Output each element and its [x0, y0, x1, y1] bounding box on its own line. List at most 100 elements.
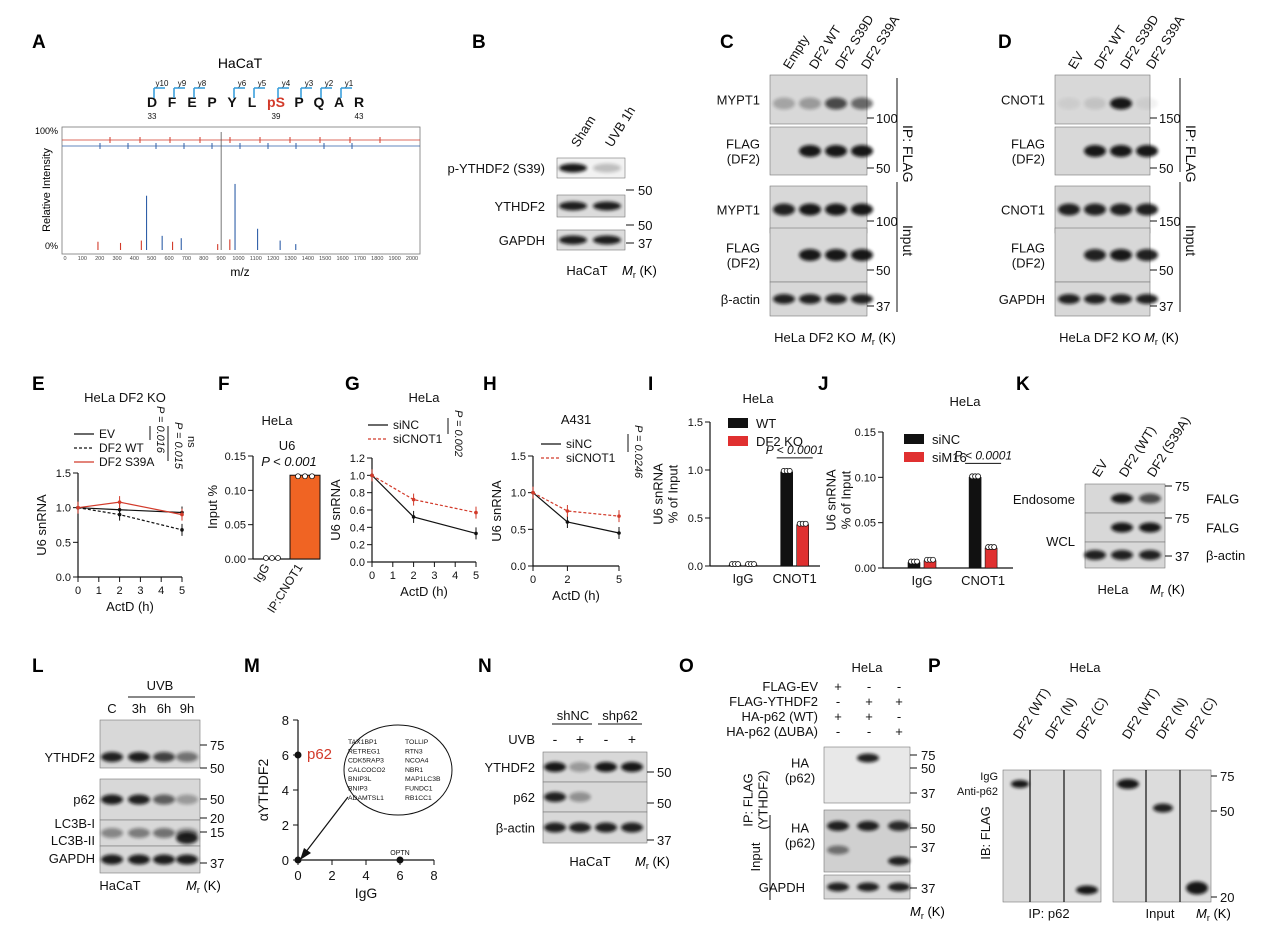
panel-b-blot: Sham UVB 1h p-YTHDF2 (S39) YTHDF2 GAPDH 50 50 3… [447, 104, 656, 280]
blot-strip [1002, 769, 1102, 903]
condition-sign: - [836, 724, 840, 739]
row-label-line: FLAG [1011, 241, 1045, 256]
legend-label: DF2 WT [99, 441, 144, 455]
condition-label: FLAG-YTHDF2 [729, 694, 818, 709]
mr-m: M [1150, 582, 1161, 597]
data-point [302, 473, 308, 480]
row-label-line: (DF2) [727, 255, 760, 270]
row-label: YTHDF2 [494, 199, 545, 214]
p-value: P = 0.002 [452, 410, 464, 457]
position-site: 39 [272, 112, 281, 121]
mz-tick: 1900 [389, 256, 401, 262]
p-value: ns [185, 436, 197, 448]
lane-label: UVB 1h [602, 104, 638, 150]
y-tick-label: 2 [282, 818, 289, 833]
p-value: P = 0.016 [154, 406, 166, 454]
marker-label: 37 [1175, 549, 1189, 564]
band [888, 882, 910, 892]
panel-letter-o: O [679, 656, 694, 677]
marker-label: 150 [1159, 214, 1181, 229]
mr-m: M [635, 854, 646, 869]
panel-letter-n: N [478, 656, 492, 677]
chart-m: 0 2 4 6 8 0 2 4 6 8 IgG αYTHDF2 p62 OPTN TAX1BP1 RETREG… [255, 713, 453, 901]
bar [984, 547, 998, 569]
mr-label: Mr (K) [186, 878, 221, 895]
row-label: FLAG (DF2) [726, 241, 760, 271]
y-tick-label: 0.15 [855, 427, 876, 439]
x-tick-label: 2 [411, 570, 417, 582]
band [1153, 803, 1173, 813]
lane-label: 6h [157, 701, 171, 716]
condition-sign: + [895, 724, 903, 739]
marker-label: 37 [876, 299, 890, 314]
mr-label: Mr (K) [622, 263, 657, 280]
row-label-line: FLAG [726, 137, 760, 152]
y-axis-label-line: U6 snRNA [651, 463, 666, 525]
x-tick-label: 5 [616, 574, 622, 586]
mr-sub: r [872, 337, 875, 347]
y-tick-label: 0.6 [350, 505, 365, 517]
band [888, 856, 910, 866]
cell-line: HeLa DF2 KO [1059, 330, 1141, 345]
y-tick-label: 0.4 [350, 522, 365, 534]
panel-letter-l: L [32, 656, 44, 677]
row-label-line: (p62) [785, 835, 815, 850]
mz-tick: 900 [217, 256, 226, 262]
row-label: p62 [513, 790, 535, 805]
panel-l-blot: UVB C 3h 6h 9h YTHDF2 p62 LC3B-I LC3B-II GAPDH 75 5… [44, 678, 224, 895]
residue: pS [267, 94, 285, 110]
cell-line: HaCaT [569, 854, 610, 869]
band [1139, 493, 1161, 504]
marker-label: 37 [1159, 299, 1173, 314]
bar [796, 524, 810, 567]
band [153, 752, 175, 762]
mz-tick: 1100 [250, 256, 262, 262]
x-tick-label: 1 [96, 585, 102, 597]
mr-m: M [1144, 330, 1155, 345]
x-tick-label: IgG [912, 573, 933, 588]
band [825, 145, 847, 157]
panel-letter-d: D [998, 32, 1012, 53]
row-label: YTHDF2 [484, 760, 535, 775]
band [825, 294, 847, 304]
p-value: P < 0.0001 [766, 443, 824, 457]
y-tick-label: 0.05 [855, 518, 876, 530]
legend-label: DF2 S39A [99, 455, 154, 469]
row-label: YTHDF2 [44, 750, 95, 765]
data-point [269, 555, 275, 561]
ib-label: IB: FLAG [978, 806, 993, 859]
band [176, 832, 198, 844]
band [851, 294, 873, 304]
anti-p62-label: Anti-p62 [957, 786, 998, 798]
residue: D [147, 94, 157, 110]
igg-label: IgG [980, 771, 998, 783]
ion-label: y9 [178, 79, 187, 88]
input-label: Input [1146, 906, 1175, 921]
row-label: GAPDH [999, 292, 1045, 307]
band [1117, 779, 1139, 789]
mr-m: M [186, 878, 197, 893]
band [559, 235, 587, 245]
condition-sign: - [867, 724, 871, 739]
band [593, 201, 621, 211]
x-tick-label: 8 [430, 868, 437, 883]
mr-unit: (K) [1164, 582, 1185, 597]
y-tick-label: 0.8 [350, 488, 365, 500]
row-label-line: FLAG [726, 241, 760, 256]
row-label: Endosome [1013, 492, 1075, 507]
chart-title: HeLa [408, 390, 440, 405]
bar [289, 474, 321, 560]
top-tick: 100% [35, 126, 58, 136]
band [851, 249, 873, 261]
data-point [735, 561, 741, 567]
blot-strip [556, 157, 626, 179]
band [1136, 294, 1158, 304]
uvb-sign: - [604, 731, 609, 747]
band [827, 821, 849, 831]
band [1186, 881, 1208, 895]
y-axis-label-line: % of Input [665, 464, 680, 523]
blot-title: HeLa [851, 660, 883, 675]
panel-letter-p: P [928, 656, 941, 677]
